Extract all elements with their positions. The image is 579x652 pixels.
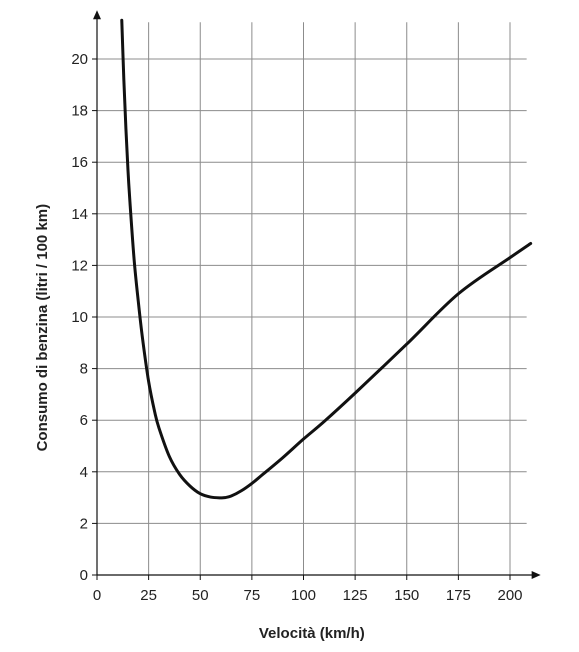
x-tick-label: 0: [93, 587, 101, 604]
grid: [97, 22, 527, 575]
y-tick-label: 6: [80, 412, 88, 429]
y-tick-label: 14: [71, 206, 88, 223]
x-tick-label: 125: [343, 587, 368, 604]
y-tick-label: 10: [71, 309, 88, 326]
tick-labels: 0 25 50 75 100 125 150 175 200 0 2 4 6 8 10 12 14 16 18 20: [71, 51, 522, 604]
consumption-curve: [120, 18, 533, 500]
x-tick-label: 150: [394, 587, 419, 604]
x-tick-label: 100: [291, 587, 316, 604]
y-tick-label: 18: [71, 103, 88, 120]
axes: [92, 10, 541, 580]
x-tick-label: 75: [244, 587, 261, 604]
series: [120, 18, 533, 500]
y-tick-label: 8: [80, 361, 88, 378]
y-tick-label: 2: [80, 515, 88, 532]
y-tick-label: 16: [71, 154, 88, 171]
x-tick-label: 50: [192, 587, 209, 604]
y-tick-label: 12: [71, 257, 88, 274]
x-axis-arrow: [531, 571, 541, 579]
y-tick-label: 4: [80, 464, 88, 481]
y-tick-label: 20: [71, 51, 88, 68]
y-axis-label: Consumo di benzina (litri / 100 km): [34, 204, 51, 452]
x-tick-label: 175: [446, 587, 471, 604]
y-axis-arrow: [93, 10, 101, 20]
x-tick-label: 25: [140, 587, 157, 604]
x-tick-label: 200: [497, 587, 522, 604]
y-tick-label: 0: [80, 567, 88, 584]
x-axis-label: Velocità (km/h): [259, 625, 365, 642]
